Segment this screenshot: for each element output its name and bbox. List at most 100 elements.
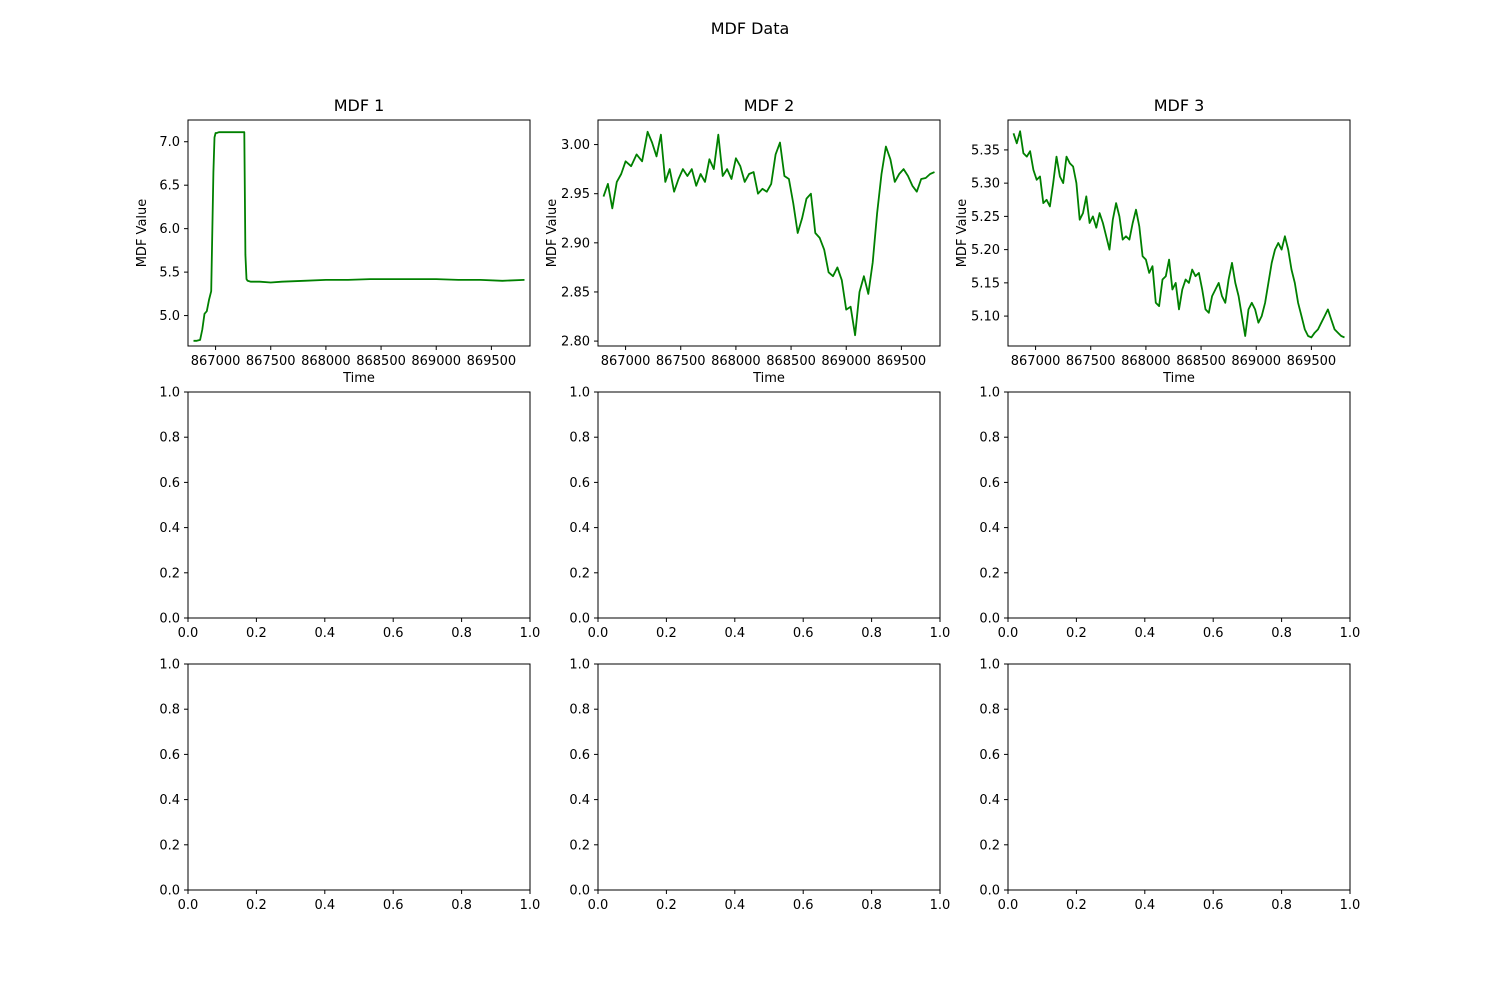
x-tick-label: 868500 [356,354,406,369]
y-tick-label: 0.8 [569,431,590,446]
axes-frame [597,663,941,891]
x-tick-label: 868000 [301,354,351,369]
y-tick-label: 0.2 [569,838,590,853]
y-tick-label: 0.2 [159,566,180,581]
y-tick-label: 2.90 [561,236,590,251]
y-tick-label: 7.0 [159,135,180,150]
x-tick-label: 0.4 [724,898,745,913]
y-tick-label: 6.5 [159,179,180,194]
x-tick-label: 0.2 [1066,898,1087,913]
y-tick-label: 0.6 [569,748,590,763]
y-tick-label: 0.2 [569,566,590,581]
y-tick-label: 2.95 [561,187,590,202]
x-tick-label: 0.2 [656,626,677,641]
x-tick-label: 0.8 [1271,626,1292,641]
y-tick-label: 1.0 [569,658,590,673]
axes-frame [1007,119,1351,347]
x-tick-label: 869500 [877,354,927,369]
y-tick-label: 5.15 [971,276,1000,291]
y-tick-label: 0.4 [569,521,590,536]
x-tick-label: 867500 [246,354,296,369]
y-tick-label: 5.5 [159,266,180,281]
y-tick-label: 1.0 [159,658,180,673]
x-tick-label: 0.4 [1134,898,1155,913]
subplot-4: 0.0 0.2 0.4 0.6 0.8 1.0 0.0 0.2 0.4 0.6 0.8 1.0 [159,386,540,642]
x-axis-label: Time [342,371,375,386]
x-tick-label: 868000 [711,354,761,369]
x-tick-label: 867000 [191,354,241,369]
x-tick-label: 868500 [1176,354,1226,369]
y-tick-label: 0.8 [159,431,180,446]
y-axis-label: MDF Value [545,199,560,268]
y-tick-label: 1.0 [979,386,1000,401]
subplot-title: MDF 2 [744,96,795,115]
y-tick-label: 1.0 [979,658,1000,673]
y-tick-label: 0.8 [569,703,590,718]
y-tick-label: 5.20 [971,243,1000,258]
y-tick-label: 0.0 [159,884,180,899]
x-tick-label: 869000 [411,354,461,369]
series-line [193,131,525,342]
x-tick-label: 0.4 [314,626,335,641]
x-tick-label: 867000 [1011,354,1061,369]
y-tick-label: 0.0 [979,884,1000,899]
y-tick-label: 0.6 [979,476,1000,491]
y-tick-label: 5.25 [971,210,1000,225]
x-tick-label: 1.0 [520,898,541,913]
x-tick-label: 0.4 [1134,626,1155,641]
y-tick-label: 0.0 [569,612,590,627]
x-tick-label: 869500 [1287,354,1337,369]
y-tick-label: 0.6 [979,748,1000,763]
x-tick-label: 0.6 [793,898,814,913]
x-tick-label: 0.8 [1271,898,1292,913]
x-tick-label: 0.8 [861,898,882,913]
x-tick-label: 0.2 [246,898,267,913]
y-tick-label: 0.2 [159,838,180,853]
y-tick-label: 2.80 [561,335,590,350]
x-tick-label: 869500 [467,354,517,369]
y-tick-label: 0.4 [569,793,590,808]
x-tick-label: 0.0 [588,626,609,641]
axes-frame [597,119,941,347]
subplot-6: 0.0 0.2 0.4 0.6 0.8 1.0 0.0 0.2 0.4 0.6 0.8 1.0 [979,386,1360,642]
subplot-9: 0.0 0.2 0.4 0.6 0.8 1.0 0.0 0.2 0.4 0.6 0.8 1.0 [979,658,1360,914]
x-tick-label: 0.2 [246,626,267,641]
x-tick-label: 1.0 [520,626,541,641]
y-tick-label: 1.0 [569,386,590,401]
x-tick-label: 1.0 [930,898,951,913]
x-tick-label: 0.0 [998,898,1019,913]
x-tick-label: 0.2 [656,898,677,913]
x-tick-label: 0.8 [451,626,472,641]
y-tick-label: 5.30 [971,177,1000,192]
x-tick-label: 0.0 [178,898,199,913]
x-tick-label: 0.8 [861,626,882,641]
y-axis-label: MDF Value [135,199,150,268]
y-tick-label: 0.4 [159,793,180,808]
x-tick-label: 0.6 [383,626,404,641]
axes-frame [187,391,531,619]
y-tick-label: 0.8 [979,431,1000,446]
subplot-title: MDF 3 [1154,96,1205,115]
x-tick-label: 868000 [1121,354,1171,369]
subplot-2: 867000 867500 868000 868500 869000 869500 2.80… [545,96,941,386]
subplot-7: 0.0 0.2 0.4 0.6 0.8 1.0 0.0 0.2 0.4 0.6 0.8 1.0 [159,658,540,914]
x-tick-label: 1.0 [1340,626,1361,641]
x-axis-label: Time [752,371,785,386]
x-tick-label: 0.2 [1066,626,1087,641]
x-tick-label: 0.6 [383,898,404,913]
x-tick-label: 0.0 [998,626,1019,641]
y-tick-label: 0.4 [979,521,1000,536]
y-tick-label: 0.4 [159,521,180,536]
y-axis-label: MDF Value [955,199,970,268]
series-line [1012,130,1345,339]
subplot-1: 867000 867500 868000 868500 869000 869500 5.0 5… [135,96,531,386]
y-tick-label: 0.0 [979,612,1000,627]
axes-frame [597,391,941,619]
series-line [602,130,935,337]
y-tick-label: 2.85 [561,285,590,300]
subplot-title: MDF 1 [334,96,385,115]
y-tick-label: 0.2 [979,566,1000,581]
x-tick-label: 867000 [601,354,651,369]
